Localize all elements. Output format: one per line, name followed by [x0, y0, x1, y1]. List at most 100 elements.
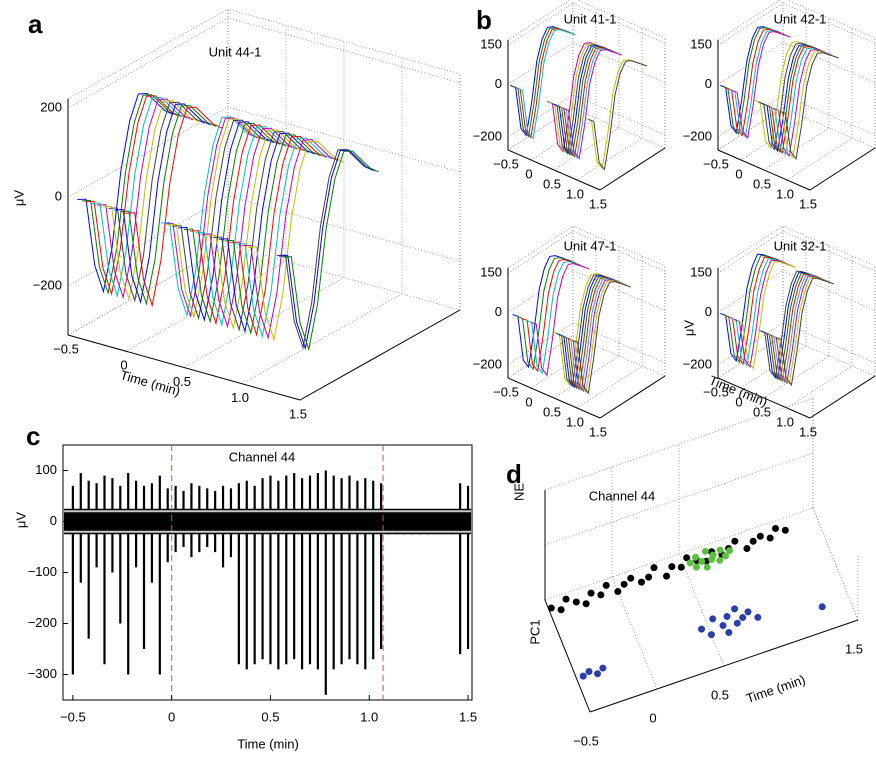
grid-line: [611, 576, 658, 690]
panel-label: a: [28, 9, 43, 39]
z-tick-label: −200: [473, 356, 502, 371]
scatter-point: [766, 534, 774, 542]
z-tick-label: 0: [495, 304, 502, 319]
grid-line: [507, 322, 666, 366]
grid-line: [507, 270, 666, 313]
grid-line: [530, 345, 597, 389]
x-tick-label: 1.5: [459, 709, 477, 724]
waveform-trace: [178, 121, 275, 322]
x-tick-label: 0: [735, 394, 742, 409]
grid-line: [717, 107, 784, 151]
scatter-point: [692, 553, 700, 561]
waveform-trace: [224, 134, 321, 335]
grid-line: [717, 42, 876, 85]
z-tick-label: 150: [690, 265, 712, 280]
waveform-trace: [85, 95, 182, 296]
scatter-point: [677, 563, 685, 571]
x-tick-label: 0: [649, 710, 656, 725]
chart-title: Channel 44: [589, 488, 656, 503]
z-tick-label: −200: [683, 356, 712, 371]
grid-line: [717, 322, 876, 366]
scatter-point: [585, 668, 593, 676]
x-tick-label: 1.5: [289, 406, 307, 421]
waveform-trace: [737, 260, 796, 370]
scatter-point: [547, 604, 555, 612]
z-tick-label: 0: [705, 76, 712, 91]
x-tick-label: −0.5: [703, 384, 729, 399]
waveform-trace: [201, 127, 298, 329]
scatter-point: [754, 613, 762, 621]
grid-line: [576, 137, 643, 181]
waveform-trace: [279, 149, 376, 351]
scatter-point: [709, 615, 717, 623]
scatter-point: [772, 525, 779, 533]
scatter-point: [668, 563, 676, 571]
grid-line: [67, 106, 461, 198]
waveform-trace: [195, 126, 292, 327]
x-tick-label: 0.5: [173, 374, 191, 389]
scatter-point: [562, 595, 570, 603]
x-tick-label: 0.5: [753, 404, 771, 419]
y-tick-label: −300: [28, 666, 57, 681]
chart-title: Channel 44: [229, 449, 296, 464]
waveform-trace: [207, 129, 304, 331]
x-tick-label: −0.5: [493, 384, 519, 399]
waveform-trace: [172, 119, 269, 321]
waveform-trace: [120, 105, 217, 306]
grid-line: [507, 42, 666, 85]
scatter-point: [756, 532, 764, 540]
waveform-trace: [779, 52, 839, 161]
box-edge: [507, 0, 666, 41]
grid-line: [740, 117, 807, 161]
grid-line: [717, 94, 876, 138]
scatter-point: [726, 547, 734, 555]
waveform-trace: [96, 98, 194, 300]
scatter-point: [692, 563, 700, 571]
x-tick-label: 1.0: [776, 414, 794, 429]
scatter-point: [719, 622, 727, 630]
z-tick-label: 200: [40, 99, 62, 114]
box-edge: [717, 0, 876, 41]
waveform-trace: [514, 28, 574, 139]
scatter-point: [683, 554, 691, 562]
box-edge: [67, 8, 461, 100]
waveform-trace: [102, 100, 200, 301]
x-tick-label: −0.5: [573, 733, 599, 748]
scatter-point: [579, 672, 587, 680]
scatter-point: [638, 578, 646, 586]
y-tick-label: −200: [28, 615, 57, 630]
waveform-trace: [733, 259, 793, 369]
waveform-trace: [517, 257, 576, 371]
z-axis-label: μV: [681, 320, 696, 336]
x-tick-label: 0.5: [753, 176, 771, 191]
x-tick-label: 1.0: [776, 186, 794, 201]
waveform-trace: [189, 124, 287, 326]
scatter-point: [749, 537, 757, 545]
scatter-point: [716, 556, 724, 564]
scatter-point: [650, 564, 658, 572]
grid-line: [717, 270, 876, 313]
x-tick-label: 1.5: [589, 196, 607, 211]
waveform-trace: [276, 148, 374, 350]
box-edge: [544, 397, 814, 491]
chart-title: Unit 42-1: [774, 11, 827, 26]
x-tick-label: 0.5: [543, 176, 561, 191]
waveform-trace: [766, 46, 825, 155]
x-axis: [67, 334, 301, 401]
waveform-trace: [586, 59, 645, 170]
waveform-trace: [183, 122, 281, 324]
waveform-trace: [236, 137, 333, 339]
waveform-trace: [212, 131, 310, 332]
z-tick-label: −200: [683, 128, 712, 143]
grid-line: [507, 107, 574, 151]
waveform-trace: [730, 258, 790, 367]
scatter-point: [557, 606, 565, 614]
waveform-trace: [114, 103, 211, 305]
grid-line: [125, 260, 287, 352]
x-tick-label: 0: [120, 358, 127, 373]
x-tick-label: 0: [735, 166, 742, 181]
x-tick-label: 1.5: [845, 641, 863, 656]
chart-title: Unit 32-1: [774, 238, 827, 253]
waveform-trace: [91, 96, 188, 298]
